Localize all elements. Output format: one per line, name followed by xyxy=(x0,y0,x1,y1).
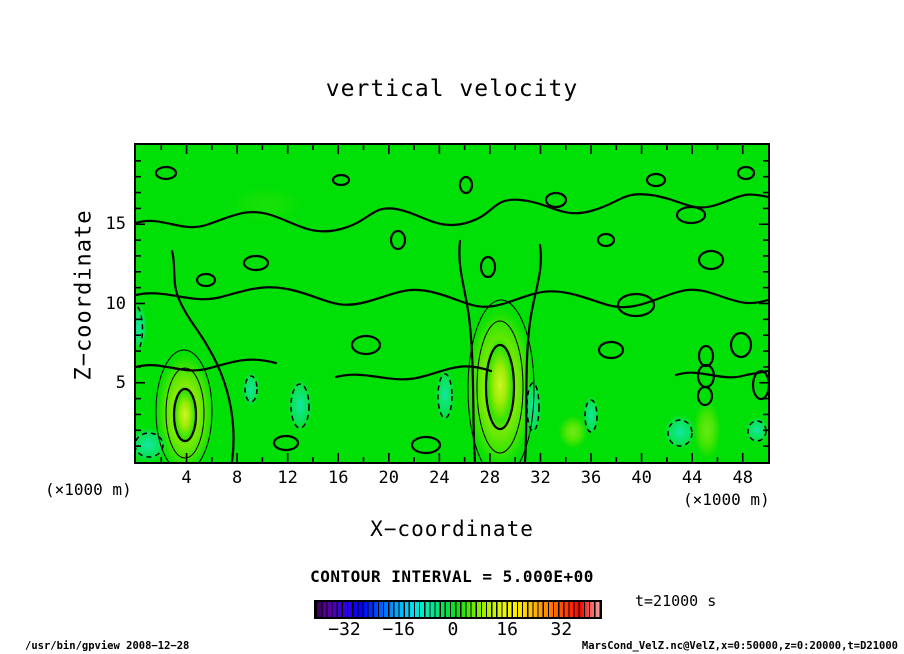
colorbar-tick-label: 16 xyxy=(496,619,518,640)
y-tick-label: 15 xyxy=(105,214,126,235)
colorbar-tick-label: −32 xyxy=(328,619,361,640)
x-axis-title: X−coordinate xyxy=(370,517,534,541)
footer-source-spec: MarsCond_VelZ.nc@VelZ,x=0:50000,z=0:2000… xyxy=(581,640,898,652)
chart-title: vertical velocity xyxy=(325,76,579,102)
x-tick-label: 48 xyxy=(732,468,753,488)
x-tick-label: 36 xyxy=(580,468,602,488)
y-tick-labels: 5 10 15 xyxy=(0,145,130,462)
colorbar-tick-label: 32 xyxy=(550,619,573,640)
positive-contour-lines xyxy=(136,165,768,462)
x-axis-units: (×1000 m) xyxy=(683,490,770,509)
contour-plot-art xyxy=(136,145,768,462)
updraft-fill-blobs xyxy=(153,185,722,462)
x-tick-label: 16 xyxy=(327,468,349,488)
x-tick-label: 28 xyxy=(479,468,501,488)
x-tick-label: 24 xyxy=(429,468,450,488)
x-tick-label: 32 xyxy=(530,468,551,488)
x-tick-label: 4 xyxy=(181,468,192,488)
axis-ticks xyxy=(136,145,768,462)
negative-contour-lines xyxy=(136,306,767,458)
colorbar-tick-label: 0 xyxy=(447,619,459,640)
x-tick-label: 44 xyxy=(681,468,703,488)
x-tick-label: 40 xyxy=(631,468,652,488)
thin-contour-lines xyxy=(155,299,535,462)
y-tick-label: 10 xyxy=(105,293,126,314)
y-axis-units: (×1000 m) xyxy=(45,480,132,499)
colorbar xyxy=(314,600,602,619)
y-tick-label: 5 xyxy=(115,372,126,393)
x-tick-label: 20 xyxy=(378,468,400,488)
colorbar-tick-label: −16 xyxy=(382,619,415,640)
x-tick-label: 12 xyxy=(277,468,298,488)
footer-command-and-date: /usr/bin/gpview 2008−12−28 xyxy=(25,640,190,652)
plot-area xyxy=(134,143,770,464)
time-annotation: t=21000 s xyxy=(635,592,717,610)
x-tick-label: 8 xyxy=(231,468,243,488)
x-tick-labels: 4 8 12 16 20 24 28 32 36 40 44 48 xyxy=(136,464,768,494)
colorbar-tick-labels: −32 −16 0 16 32 xyxy=(314,619,602,643)
contour-interval-caption: CONTOUR INTERVAL = 5.000E+00 xyxy=(310,567,594,586)
